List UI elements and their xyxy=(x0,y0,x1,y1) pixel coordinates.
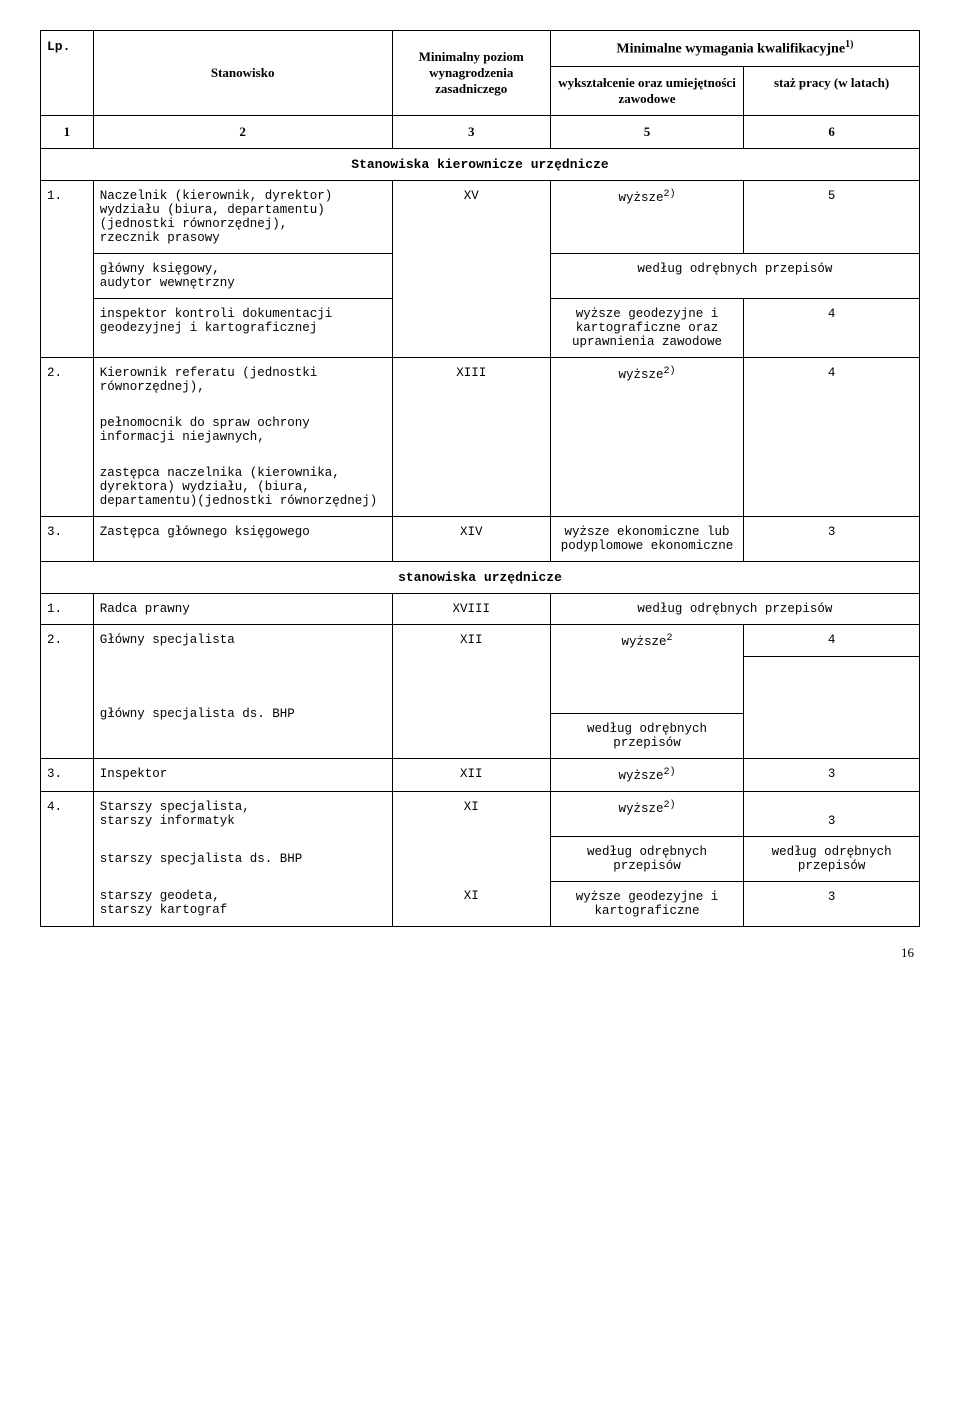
row3-desc: Zastępca głównego księgowego xyxy=(93,516,392,561)
u2a-wyk-sup: 2 xyxy=(667,633,673,644)
page-number: 16 xyxy=(40,945,920,961)
table-row: 3. Inspektor XII wyższe2) 3 xyxy=(41,758,920,791)
row3-min: XIV xyxy=(392,516,550,561)
u2-min: XII xyxy=(392,624,550,758)
row2-wyk-sup: 2) xyxy=(664,366,676,377)
header-lp: Lp. xyxy=(41,31,94,116)
u4-lp: 4. xyxy=(41,791,94,926)
u4b-desc: starszy specjalista ds. BHP xyxy=(93,836,392,881)
u1-desc: Radca prawny xyxy=(93,593,392,624)
row1a-wyk-sup: 2) xyxy=(664,189,676,200)
u4b-min-blank xyxy=(392,836,550,881)
row1a-wyk-text: wyższe xyxy=(618,191,663,205)
numrow-2: 2 xyxy=(93,115,392,148)
u2-lp: 2. xyxy=(41,624,94,758)
row1a-staz: 5 xyxy=(744,180,920,253)
row2-wyk-text: wyższe xyxy=(618,368,663,382)
u1-min: XVIII xyxy=(392,593,550,624)
u2b-desc: główny specjalista ds. BHP xyxy=(93,657,392,759)
row1a-desc: Naczelnik (kierownik, dyrektor) wydziału… xyxy=(93,180,392,253)
u3-wyk-sup: 2) xyxy=(664,767,676,778)
u2b-staz-blank xyxy=(744,657,920,759)
table-row: starszy specjalista ds. BHP według odręb… xyxy=(41,836,920,881)
u4a-wyk: wyższe2) xyxy=(550,791,743,836)
qualification-table: Lp. Stanowisko Minimalny poziom wynagrod… xyxy=(40,30,920,927)
header-super-text: Minimalne wymagania kwalifikacyjne xyxy=(616,42,845,57)
u3-lp: 3. xyxy=(41,758,94,791)
u4c-staz: 3 xyxy=(744,881,920,926)
u4a-desc: Starszy specjalista, starszy informatyk xyxy=(93,791,392,836)
u2a-desc: Główny specjalista xyxy=(93,624,392,657)
u4c-min: XI xyxy=(392,881,550,926)
row1a-wyk: wyższe2) xyxy=(550,180,743,253)
u4b-wyk: według odrębnych przepisów xyxy=(550,836,743,881)
numrow-1: 1 xyxy=(41,115,94,148)
section-kierownicze: Stanowiska kierownicze urzędnicze xyxy=(41,148,920,180)
header-wyksztal: wykształcenie oraz umiejętności zawodowe xyxy=(550,66,743,115)
u2b-wyk-blank xyxy=(550,657,743,714)
number-row: 1 2 3 5 6 xyxy=(41,115,920,148)
u3-wyk-text: wyższe xyxy=(618,769,663,783)
u4a-wyk-text: wyższe xyxy=(618,802,663,816)
u4a-staz: 3 xyxy=(744,791,920,836)
row1b-wyk: według odrębnych przepisów xyxy=(550,253,919,298)
row1b-desc: główny księgowy, audytor wewnętrzny xyxy=(93,253,392,298)
u4a-wyk-sup: 2) xyxy=(664,800,676,811)
row1c-staz: 4 xyxy=(744,298,920,357)
u2b-wyk: według odrębnych przepisów xyxy=(550,713,743,758)
row2b-desc: pełnomocnik do spraw ochrony informacji … xyxy=(93,402,392,452)
table-row: 1. Naczelnik (kierownik, dyrektor) wydzi… xyxy=(41,180,920,253)
row2-staz: 4 xyxy=(744,357,920,516)
table-row: 3. Zastępca głównego księgowego XIV wyżs… xyxy=(41,516,920,561)
header-stanowisko: Stanowisko xyxy=(93,31,392,116)
u4a-min: XI xyxy=(392,791,550,836)
row3-staz: 3 xyxy=(744,516,920,561)
header-staz: staż pracy (w latach) xyxy=(744,66,920,115)
u3-desc: Inspektor xyxy=(93,758,392,791)
numrow-4: 5 xyxy=(550,115,743,148)
u4b-staz: według odrębnych przepisów xyxy=(744,836,920,881)
row2-min: XIII xyxy=(392,357,550,516)
u1-wyk: według odrębnych przepisów xyxy=(550,593,919,624)
u4c-desc: starszy geodeta, starszy kartograf xyxy=(93,881,392,926)
table-row: 2. Kierownik referatu (jednostki równorz… xyxy=(41,357,920,402)
row3-lp: 3. xyxy=(41,516,94,561)
u3-wyk: wyższe2) xyxy=(550,758,743,791)
header-minpoziom: Minimalny poziom wynagrodzenia zasadnicz… xyxy=(392,31,550,116)
table-row: starszy geodeta, starszy kartograf XI wy… xyxy=(41,881,920,926)
numrow-5: 6 xyxy=(744,115,920,148)
row2-lp: 2. xyxy=(41,357,94,516)
row2-wyk: wyższe2) xyxy=(550,357,743,516)
u4c-wyk: wyższe geodezyjne i kartograficzne xyxy=(550,881,743,926)
table-row: 4. Starszy specjalista, starszy informat… xyxy=(41,791,920,836)
row2a-desc: Kierownik referatu (jednostki równorzędn… xyxy=(93,357,392,402)
u3-staz: 3 xyxy=(744,758,920,791)
header-super: Minimalne wymagania kwalifikacyjne1) xyxy=(550,31,919,67)
u3-min: XII xyxy=(392,758,550,791)
row1c-desc: inspektor kontroli dokumentacji geodezyj… xyxy=(93,298,392,357)
table-row: 2. Główny specjalista XII wyższe2 4 xyxy=(41,624,920,657)
u1-lp: 1. xyxy=(41,593,94,624)
section-urzednicze: stanowiska urzędnicze xyxy=(41,561,920,593)
row2c-desc: zastępca naczelnika (kierownika, dyrekto… xyxy=(93,452,392,517)
row1-lp: 1. xyxy=(41,180,94,357)
row3-wyk: wyższe ekonomiczne lub podyplomowe ekono… xyxy=(550,516,743,561)
u2a-staz: 4 xyxy=(744,624,920,657)
u2a-wyk-text: wyższe xyxy=(621,635,666,649)
u2a-wyk: wyższe2 xyxy=(550,624,743,657)
table-row: 1. Radca prawny XVIII według odrębnych p… xyxy=(41,593,920,624)
row1c-wyk: wyższe geodezyjne i kartograficzne oraz … xyxy=(550,298,743,357)
row1-min: XV xyxy=(392,180,550,357)
numrow-3: 3 xyxy=(392,115,550,148)
header-super-sup: 1) xyxy=(845,39,853,50)
